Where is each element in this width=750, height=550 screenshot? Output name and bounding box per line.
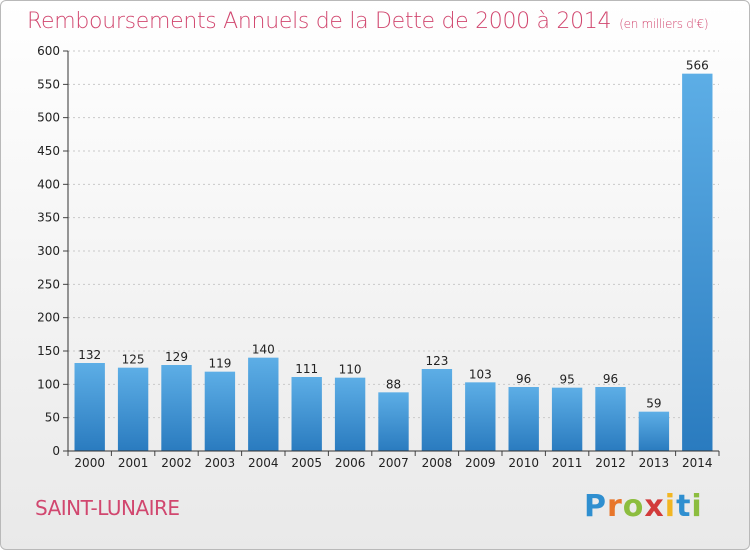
data-label-2014: 566 [686, 59, 709, 73]
x-tick-label-2005: 2005 [291, 456, 322, 470]
y-tick-label: 450 [37, 144, 60, 158]
x-tick-label-2002: 2002 [161, 456, 192, 470]
data-label-2012: 96 [603, 372, 618, 386]
data-label-2004: 140 [252, 343, 275, 357]
bar-2011 [551, 387, 583, 451]
y-tick-label: 250 [37, 277, 60, 291]
proxiti-logo: Proxiti [584, 489, 703, 524]
x-tick-label-2008: 2008 [422, 456, 453, 470]
logo-letter: P [584, 489, 607, 524]
chart-title: Remboursements Annuels de la Dette de 20… [27, 9, 709, 34]
chart-title-text: Remboursements Annuels de la Dette de 20… [27, 9, 612, 34]
bar-2010 [508, 387, 539, 451]
y-tick-label: 400 [37, 177, 60, 191]
data-label-2001: 125 [122, 353, 145, 367]
data-label-2006: 110 [339, 363, 362, 377]
y-tick-label: 0 [52, 444, 60, 458]
bar-2005 [291, 377, 322, 451]
data-label-2008: 123 [425, 354, 448, 368]
x-tick-label-2010: 2010 [508, 456, 539, 470]
data-label-2000: 132 [78, 348, 101, 362]
y-axis-ticks: 0 50 100 150 200 250 300 350 400 450 500 550 600 [37, 44, 68, 458]
data-label-2003: 119 [208, 357, 231, 371]
bar-2002 [161, 365, 192, 451]
logo-letter: o [622, 489, 645, 524]
bar-2014 [682, 73, 713, 452]
logo-letter: x [644, 489, 665, 524]
x-tick-label-2007: 2007 [378, 456, 409, 470]
bars [74, 73, 713, 452]
x-tick-label-2011: 2011 [552, 456, 583, 470]
data-label-2002: 129 [165, 350, 188, 364]
bar-2001 [117, 367, 149, 451]
x-tick-label-2014: 2014 [682, 456, 713, 470]
y-tick-label: 600 [37, 44, 60, 58]
x-tick-label-2000: 2000 [74, 456, 105, 470]
logo-letter: r [607, 489, 623, 524]
data-label-2009: 103 [469, 367, 492, 381]
data-label-2007: 88 [386, 377, 401, 391]
bar-2000 [74, 363, 105, 451]
data-label-2005: 111 [295, 362, 318, 376]
y-tick-label: 300 [37, 244, 60, 258]
data-labels: 132 125 129 119 140 111 110 88 123 103 96 95 96 59 566 [78, 59, 709, 411]
y-tick-label: 100 [37, 377, 60, 391]
x-tick-label-2012: 2012 [595, 456, 626, 470]
bar-2012 [595, 387, 626, 451]
bar-2004 [248, 357, 279, 451]
x-tick-label-2003: 2003 [205, 456, 236, 470]
y-tick-label: 550 [37, 77, 60, 91]
x-tick-label-2004: 2004 [248, 456, 279, 470]
x-tick-label-2001: 2001 [118, 456, 149, 470]
bar-2008 [421, 369, 453, 451]
bar-2007 [378, 392, 409, 451]
y-tick-label: 50 [45, 411, 60, 425]
data-label-2010: 96 [516, 372, 531, 386]
bar-2013 [638, 411, 670, 451]
y-tick-label: 150 [37, 344, 60, 358]
data-label-2011: 95 [559, 373, 574, 387]
x-tick-label-2013: 2013 [639, 456, 670, 470]
data-label-2013: 59 [646, 397, 661, 411]
x-tick-label-2006: 2006 [335, 456, 366, 470]
logo-letter: i [691, 489, 703, 524]
x-axis-ticks: 2000 2001 2002 2003 2004 2005 2006 2007 2008 2009… [67, 451, 720, 470]
y-tick-label: 500 [37, 111, 60, 125]
bar-2006 [334, 377, 366, 451]
y-tick-label: 200 [37, 311, 60, 325]
logo-letter: t [676, 489, 692, 524]
bar-2003 [204, 371, 236, 451]
x-tick-label-2009: 2009 [465, 456, 496, 470]
city-name: SAINT-LUNAIRE [35, 496, 180, 520]
logo-letter: i [664, 489, 677, 524]
y-tick-label: 350 [37, 211, 60, 225]
chart-unit-note: (en milliers d'€) [619, 17, 709, 31]
bar-2009 [465, 382, 496, 451]
